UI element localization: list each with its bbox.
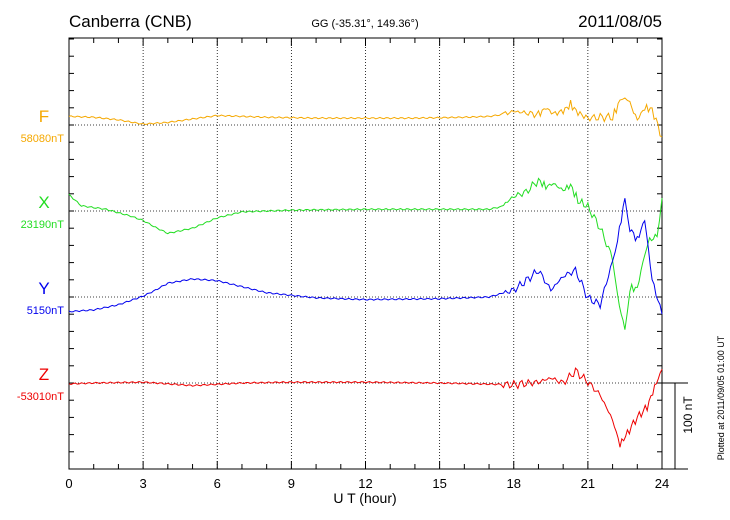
trace-z <box>68 367 663 448</box>
plotted-footer: Plotted at 2011/09/05 01:00 UT <box>716 335 726 460</box>
chart-title: Canberra (CNB) <box>69 12 192 31</box>
scale-label: 100 nT <box>681 396 695 434</box>
series-name-z: Z <box>39 365 49 384</box>
baseline-label-x: 23190nT <box>21 219 65 231</box>
baseline-label-f: 58080nT <box>21 133 65 145</box>
chart-subtitle: GG (-35.31°, 149.36°) <box>311 18 418 30</box>
x-tick-label: 24 <box>655 476 669 491</box>
x-tick-label: 12 <box>358 476 372 491</box>
x-tick-label: 9 <box>288 476 295 491</box>
series-name-y: Y <box>38 279 49 298</box>
baseline-label-y: 5150nT <box>27 305 65 317</box>
chart-date: 2011/08/05 <box>578 12 662 31</box>
series-name-f: F <box>39 107 49 126</box>
baseline-label-z: -53010nT <box>17 391 64 403</box>
x-tick-label: 15 <box>432 476 446 491</box>
x-tick-label: 6 <box>214 476 221 491</box>
x-tick-label: 0 <box>65 476 72 491</box>
trace-f <box>68 97 663 138</box>
series-name-x: X <box>38 193 49 212</box>
trace-y <box>68 198 663 315</box>
x-axis-label: U T (hour) <box>333 490 396 506</box>
x-tick-label: 21 <box>581 476 595 491</box>
x-tick-label: 3 <box>140 476 147 491</box>
x-tick-label: 18 <box>507 476 521 491</box>
trace-x <box>68 177 663 330</box>
